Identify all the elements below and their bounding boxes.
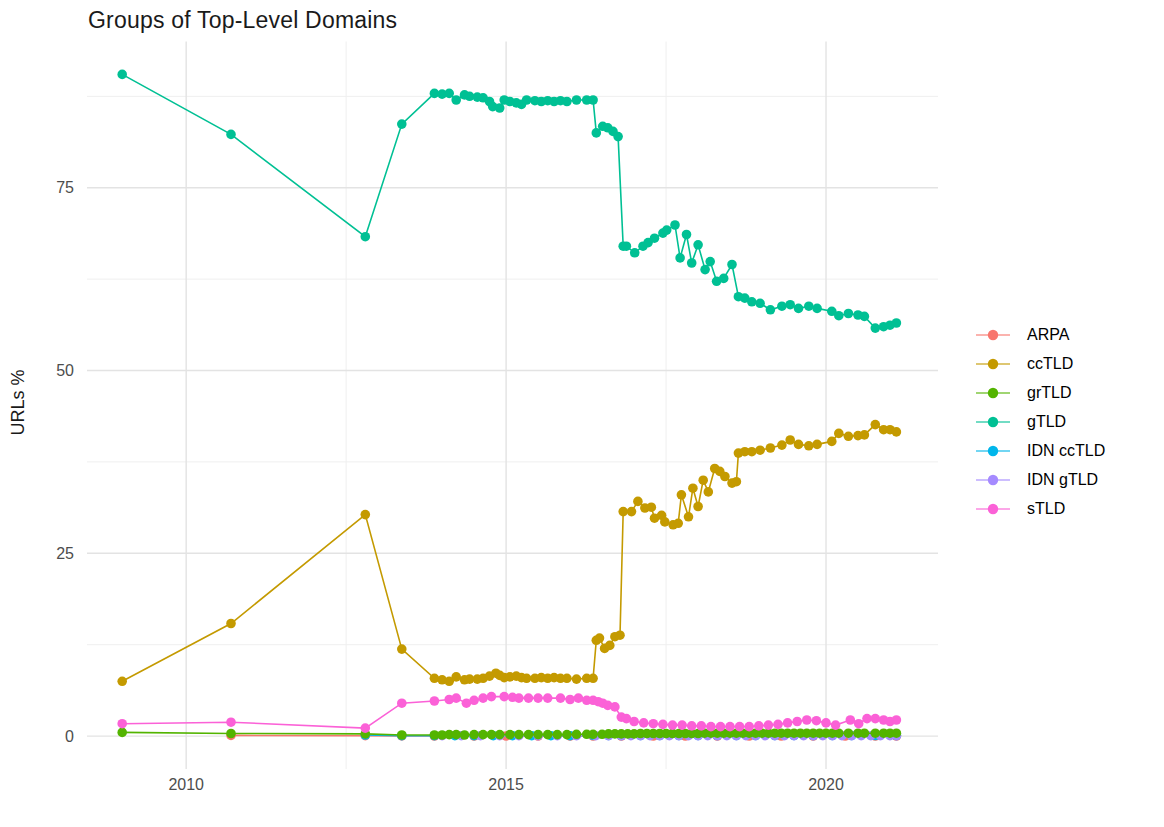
legend-label: ARPA	[1027, 326, 1069, 344]
legend-label: IDN ccTLD	[1027, 442, 1105, 460]
legend-label: gTLD	[1027, 413, 1066, 431]
legend-label: sTLD	[1027, 500, 1065, 518]
legend-item-grtld: grTLD	[975, 378, 1105, 407]
legend-key-icon	[975, 473, 1011, 487]
gridlines-major	[87, 42, 938, 770]
x-tick-label: 2010	[168, 776, 204, 793]
legend-key-icon	[975, 502, 1011, 516]
y-axis-title: URLs %	[8, 323, 29, 483]
x-tick-label: 2020	[808, 776, 844, 793]
chart-title: Groups of Top-Level Domains	[88, 7, 397, 34]
y-tick-label: 75	[56, 179, 74, 196]
legend-key-icon	[975, 357, 1011, 371]
legend-item-arpa: ARPA	[975, 320, 1105, 349]
legend-key-icon	[975, 415, 1011, 429]
legend-item-idn-cctld: IDN ccTLD	[975, 436, 1105, 465]
y-tick-label: 50	[56, 362, 74, 379]
y-tick-label: 25	[56, 545, 74, 562]
legend-key-icon	[975, 328, 1011, 342]
legend-item-gtld: gTLD	[975, 407, 1105, 436]
legend-label: IDN gTLD	[1027, 471, 1098, 489]
legend-item-idn-gtld: IDN gTLD	[975, 465, 1105, 494]
legend-label: ccTLD	[1027, 355, 1073, 373]
series-gtld	[117, 70, 901, 333]
legend-key-icon	[975, 386, 1011, 400]
x-tick-label: 2015	[488, 776, 524, 793]
chart-window: 0 25 50 75 2010 2015 2020 Groups of Top-Level …	[0, 0, 1164, 827]
legend: ARPA ccTLD grTLD gTLD IDN ccTLD IDN gTLD sTLD	[975, 320, 1105, 523]
legend-key-icon	[975, 444, 1011, 458]
gridlines-minor	[87, 42, 938, 770]
series-stld	[117, 692, 901, 733]
y-tick-label: 0	[65, 728, 74, 745]
legend-item-cctld: ccTLD	[975, 349, 1105, 378]
legend-label: grTLD	[1027, 384, 1071, 402]
legend-item-stld: sTLD	[975, 494, 1105, 523]
